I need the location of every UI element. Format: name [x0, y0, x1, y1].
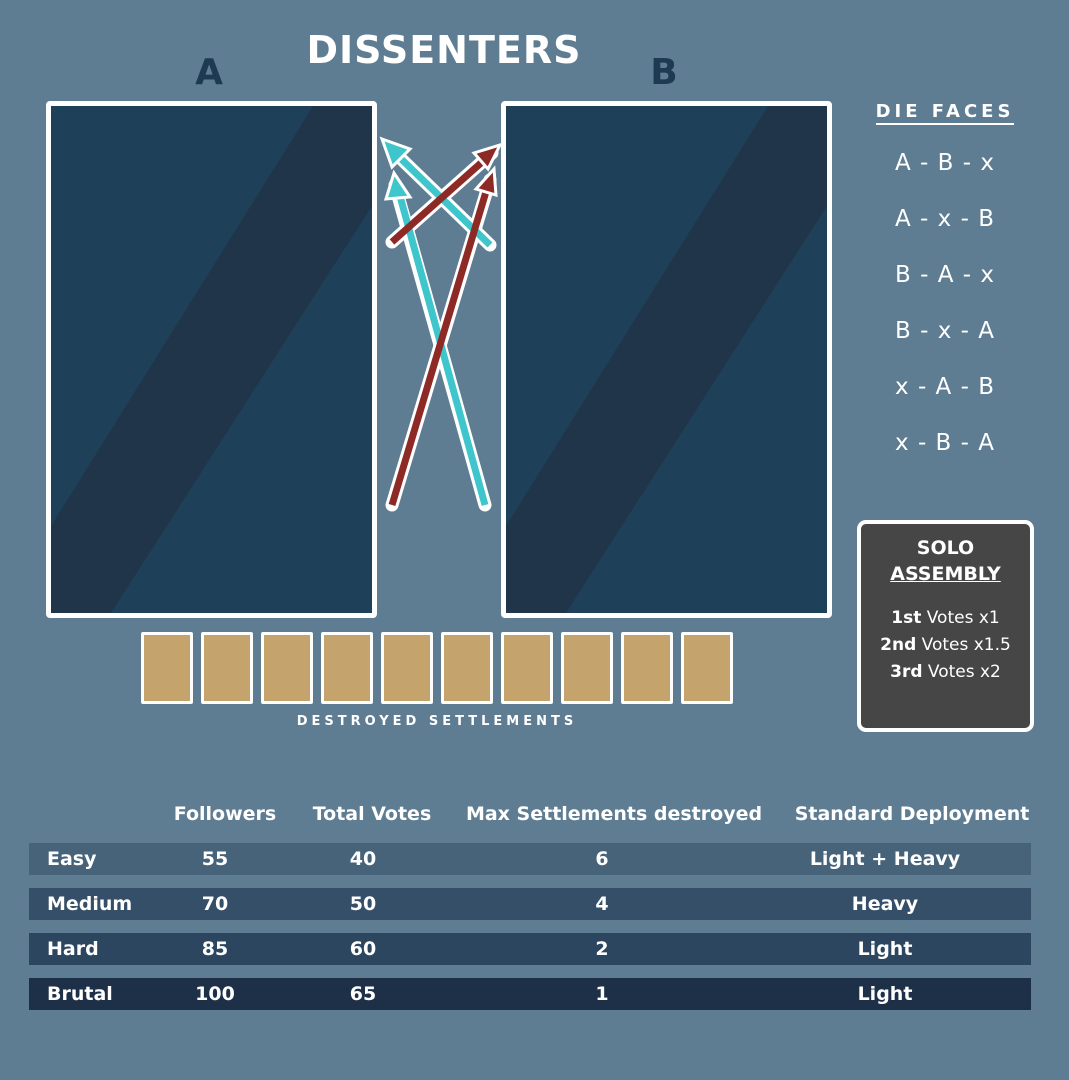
solo-rank-line: 1st Votes x1	[891, 608, 1000, 628]
solo-assembly-title: SOLO ASSEMBLY	[890, 537, 1001, 585]
settlement-slot[interactable]	[681, 632, 733, 704]
panel-a[interactable]	[46, 101, 377, 618]
settlement-slot[interactable]	[321, 632, 373, 704]
settlement-slot[interactable]	[621, 632, 673, 704]
cell-followers: 100	[195, 983, 235, 1005]
difficulty-level: Medium	[47, 893, 133, 915]
vote-arrows	[379, 136, 503, 512]
cell-total-votes: 60	[349, 938, 377, 960]
settlement-slot[interactable]	[381, 632, 433, 704]
cell-max-destroyed: 4	[595, 893, 609, 915]
cell-deployment: Light	[857, 983, 913, 1005]
die-face: B - A - x	[895, 262, 995, 288]
cell-followers: 55	[201, 848, 229, 870]
panel-b-label: B	[650, 52, 678, 93]
panel-b[interactable]	[501, 101, 832, 618]
cell-total-votes: 40	[349, 848, 377, 870]
die-face: x - A - B	[895, 374, 995, 400]
die-faces-title: DIE FACES	[860, 101, 1030, 125]
cell-deployment: Light + Heavy	[809, 848, 961, 870]
header-max-settlements: Max Settlements destroyed	[465, 803, 763, 825]
settlement-slot[interactable]	[261, 632, 313, 704]
die-face: A - B - x	[895, 150, 995, 176]
settlement-slot[interactable]	[501, 632, 553, 704]
die-face: A - x - B	[895, 206, 995, 232]
red-arrow-to-b-bottom	[388, 165, 498, 507]
cell-deployment: Light	[857, 938, 913, 960]
settlement-slot[interactable]	[561, 632, 613, 704]
die-faces-list: A - B - x A - x - B B - A - x B - x - A …	[860, 150, 1030, 486]
red-arrow-to-b-top	[389, 142, 503, 245]
settlement-slot[interactable]	[201, 632, 253, 704]
table-row: Hard 85 60 2 Light	[29, 933, 1031, 965]
settlement-slot[interactable]	[141, 632, 193, 704]
difficulty-table-header: Followers Total Votes Max Settlements de…	[0, 803, 1069, 829]
difficulty-level: Easy	[47, 848, 97, 870]
difficulty-level: Hard	[47, 938, 99, 960]
difficulty-level: Brutal	[47, 983, 113, 1005]
table-row: Brutal 100 65 1 Light	[29, 978, 1031, 1010]
die-face: x - B - A	[895, 430, 995, 456]
cell-max-destroyed: 2	[595, 938, 609, 960]
header-standard-deployment: Standard Deployment	[794, 803, 1030, 825]
cell-followers: 85	[201, 938, 229, 960]
page-title: DISSENTERS	[306, 28, 582, 72]
solo-rank-line: 2nd Votes x1.5	[880, 635, 1011, 655]
table-row: Medium 70 50 4 Heavy	[29, 888, 1031, 920]
panel-a-stripe	[51, 106, 372, 613]
cell-deployment: Heavy	[851, 893, 919, 915]
cell-total-votes: 65	[349, 983, 377, 1005]
header-followers: Followers	[173, 803, 277, 825]
cell-max-destroyed: 6	[595, 848, 609, 870]
destroyed-settlements-track	[141, 632, 733, 704]
header-total-votes: Total Votes	[312, 803, 432, 825]
cell-total-votes: 50	[349, 893, 377, 915]
cell-followers: 70	[201, 893, 229, 915]
destroyed-settlements-label: DESTROYED SETTLEMENTS	[296, 714, 578, 729]
table-row: Easy 55 40 6 Light + Heavy	[29, 843, 1031, 875]
settlement-slot[interactable]	[441, 632, 493, 704]
panel-b-stripe	[506, 106, 827, 613]
die-face: B - x - A	[895, 318, 995, 344]
cell-max-destroyed: 1	[595, 983, 609, 1005]
solo-assembly-card: SOLO ASSEMBLY 1st Votes x1 2nd Votes x1.…	[857, 520, 1034, 732]
solo-rank-line: 3rd Votes x2	[890, 662, 1001, 682]
panel-a-label: A	[195, 52, 223, 93]
